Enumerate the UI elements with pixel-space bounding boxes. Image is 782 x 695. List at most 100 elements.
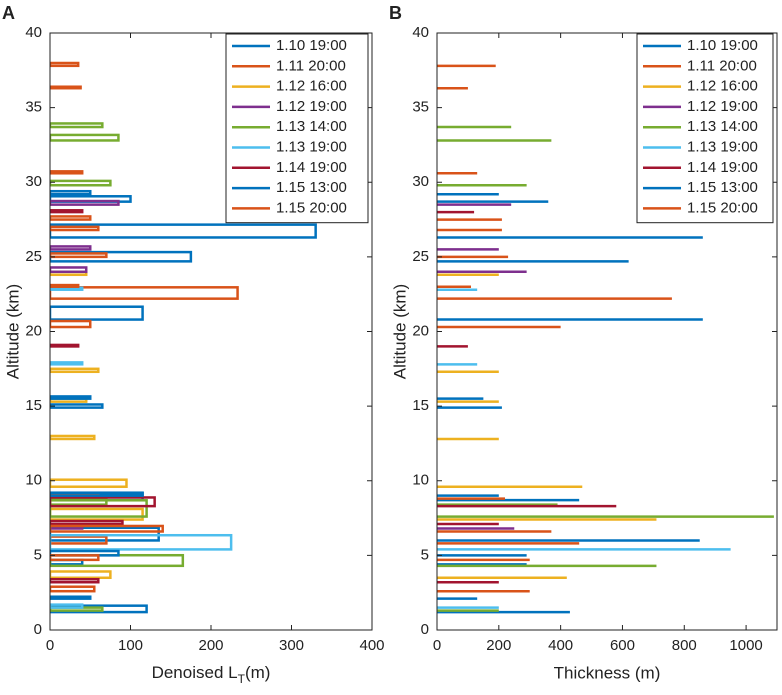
legend-label: 1.12 16:00 [276,78,347,95]
legend-label: 1.12 19:00 [687,98,758,115]
x-tick-label: 0 [46,637,54,654]
plot-area [50,61,317,614]
layer [50,434,96,441]
layer [50,578,100,584]
layer [50,570,112,580]
layer [50,361,84,366]
legend-label: 1.15 20:00 [687,199,758,216]
layer [50,319,92,329]
legend-label: 1.14 19:00 [276,159,347,176]
panel-label: A [2,3,15,23]
layer [50,85,82,90]
y-tick-label: 40 [412,24,429,41]
y-tick-label: 35 [412,99,429,116]
layer [50,395,92,400]
x-axis-label-main: Denoised L [152,663,238,682]
plot-area [437,64,774,614]
x-axis-label-unit: (m) [245,663,270,682]
y-tick-label: 40 [25,24,42,41]
layer [50,554,100,562]
layer [50,170,84,175]
y-axis-label: Altitude (km) [3,284,22,379]
y-axis-label: Altitude (km) [390,284,409,379]
legend-label: 1.13 19:00 [276,138,347,155]
layer [50,283,80,288]
legend-label: 1.10 19:00 [276,37,347,54]
layer [50,603,84,609]
x-axis-label: Denoised LT(m) [152,663,271,686]
legend-label: 1.14 19:00 [687,159,758,176]
x-tick-label: 400 [359,637,384,654]
layer [50,604,148,614]
legend-label: 1.13 14:00 [687,118,758,135]
layer [50,595,92,600]
legend: 1.10 19:00 1.11 20:00 1.12 16:00 1.12 19:00… [636,33,774,224]
y-tick-label: 10 [25,472,42,489]
y-tick-label: 0 [34,621,42,638]
layer [50,533,233,551]
x-tick-label: 600 [610,637,635,654]
layer [50,179,112,187]
x-tick-label: 400 [548,637,573,654]
y-tick-label: 5 [34,546,42,563]
layer [50,209,84,214]
layer [50,215,92,221]
layer [50,507,144,521]
x-tick-label: 1000 [729,637,762,654]
legend-label: 1.11 20:00 [687,57,757,74]
legend-label: 1.12 19:00 [276,98,347,115]
layer [50,61,80,68]
layer [50,286,239,300]
y-tick-label: 25 [25,248,42,265]
x-tick-label: 0 [433,637,441,654]
y-tick-label: 15 [412,397,429,414]
layer [50,305,144,321]
legend: 1.10 19:00 1.11 20:00 1.12 16:00 1.12 19:00… [225,33,369,224]
layer [50,133,120,142]
layer [50,122,104,129]
layer [50,286,84,291]
layer [50,491,144,497]
panel-label: B [389,3,402,23]
legend-label: 1.12 16:00 [687,78,758,95]
layer [50,499,148,518]
layer [50,189,92,196]
y-tick-label: 20 [412,322,429,339]
y-tick-label: 10 [412,472,429,489]
layer [50,403,104,409]
legend-label: 1.10 19:00 [687,37,758,54]
legend-label: 1.13 19:00 [687,138,758,155]
layer [50,585,96,593]
layer [50,367,100,374]
axes-box [436,32,778,631]
x-axis-label: Thickness (m) [554,663,661,682]
layer [50,223,317,239]
y-tick-label: 20 [25,322,42,339]
layer [50,250,193,263]
y-tick-label: 0 [421,621,429,638]
layer [50,343,80,348]
x-tick-label: 200 [198,637,223,654]
y-tick-label: 5 [421,546,429,563]
layer [50,199,120,206]
y-tick-label: 30 [25,173,42,190]
layer [50,496,156,508]
y-tick-label: 30 [412,173,429,190]
layer [50,478,128,488]
x-tick-label: 300 [279,637,304,654]
layer [50,535,108,545]
x-tick-label: 100 [118,637,143,654]
layer [50,225,100,232]
x-axis-label-sub: T [238,672,246,686]
legend-label: 1.15 20:00 [276,199,347,216]
y-tick-label: 15 [25,397,42,414]
layer [50,524,164,533]
legend-label: 1.13 14:00 [276,118,347,135]
layer [50,497,108,506]
x-tick-label: 800 [672,637,697,654]
axes-box [49,32,373,631]
legend-label: 1.15 13:00 [276,179,347,196]
